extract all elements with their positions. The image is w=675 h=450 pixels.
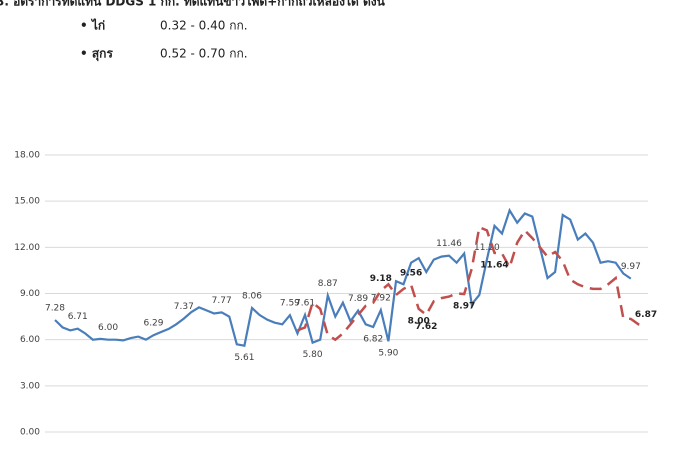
data-label: 11.20 [474,243,500,253]
data-label: 7.59 [280,299,300,309]
data-label: 8.87 [318,279,338,289]
data-label: 9.56 [400,268,422,278]
y-tick-label: 15.00 [14,197,40,207]
data-label: 11.64 [480,260,508,270]
data-label: 7.89 [348,294,368,304]
data-label: 8.00 [408,316,430,326]
data-label: 6.82 [363,335,383,345]
data-label: 7.61 [295,298,315,308]
data-label: 9.18 [370,274,392,284]
data-label: 7.62 [415,322,437,332]
data-label: 8.06 [242,291,262,301]
series-line [54,207,632,347]
item-value: 0.32 - 0.40 กก. [160,19,248,33]
data-label: 5.80 [303,350,323,360]
data-label: 11.46 [436,239,462,249]
data-label: 6.00 [98,323,118,333]
item-value: 0.52 - 0.70 กก. [160,47,248,61]
data-label: 6.29 [143,319,163,329]
data-label: 9.97 [621,262,641,272]
header-title: 3. อัตราการทดแทน DDGS 1 กก. ทดแทนข้าวโพด… [0,0,386,9]
y-tick-label: 0.00 [20,428,40,438]
y-tick-label: 12.00 [14,243,40,253]
data-label: 7.37 [174,302,194,312]
data-label: 7.92 [371,294,391,304]
data-label: 7.28 [45,303,65,313]
data-label: 6.71 [68,312,88,322]
y-tick-label: 9.00 [20,289,40,299]
item-name: • สุกร [80,47,113,62]
data-label: 6.87 [635,310,657,320]
data-label: 5.61 [234,353,254,363]
y-tick-label: 3.00 [20,381,40,391]
y-tick-label: 18.00 [14,151,40,161]
data-label: 5.90 [378,349,398,359]
data-label: 8.97 [453,301,475,311]
y-tick-label: 6.00 [20,335,40,345]
data-label: 7.77 [212,296,232,306]
item-name: • ไก่ [80,18,105,33]
